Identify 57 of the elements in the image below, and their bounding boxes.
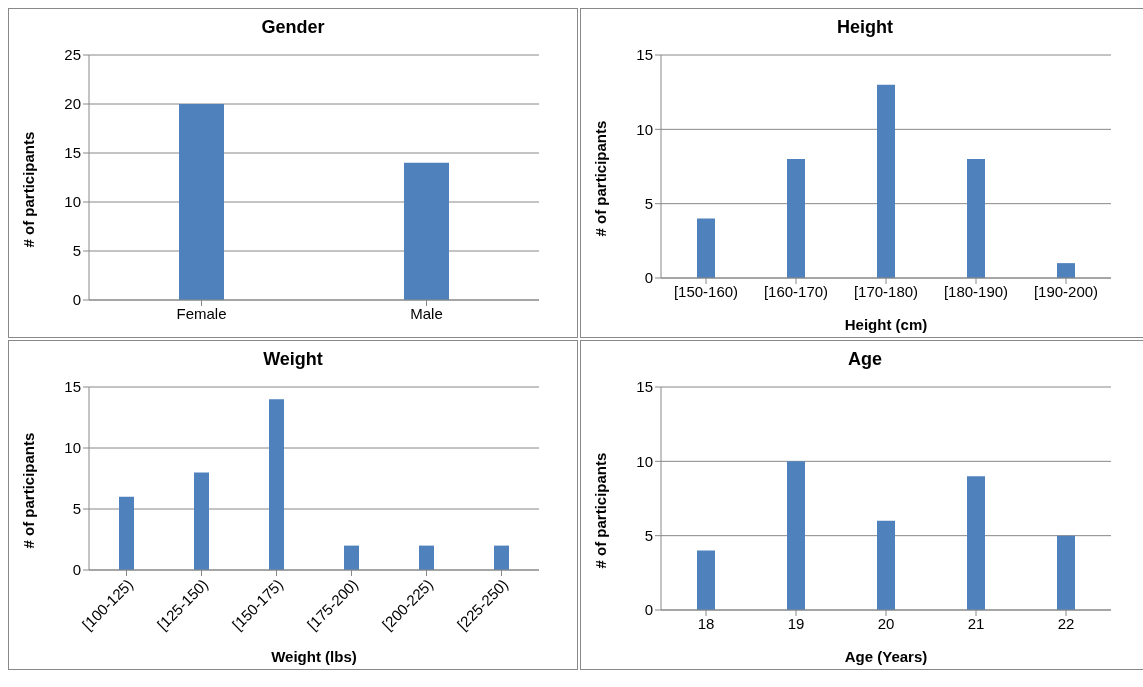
bar — [697, 550, 715, 610]
bar — [269, 399, 284, 570]
y-tick-label: 5 — [644, 194, 653, 212]
x-tick-label: [170-180) — [853, 282, 919, 300]
y-axis-title: # of participants — [592, 452, 610, 569]
y-tick-label: 5 — [72, 500, 81, 518]
y-tick-label: 0 — [644, 269, 653, 287]
y-tick-label: 10 — [64, 193, 81, 211]
x-tick-label: Female — [176, 304, 227, 322]
chart-title: Age — [847, 349, 883, 371]
y-axis-title: # of participants — [20, 131, 38, 248]
x-tick-label: 22 — [1057, 614, 1075, 632]
chart-title: Weight — [262, 349, 324, 371]
bar — [967, 159, 985, 278]
bar — [967, 476, 985, 610]
bar — [494, 545, 509, 570]
chart-title: Gender — [260, 17, 326, 39]
bar — [697, 218, 715, 278]
chart-title: Height — [836, 17, 894, 39]
bar — [877, 520, 895, 610]
y-tick-label: 5 — [72, 242, 81, 260]
x-axis-title: Age (Years) — [844, 648, 928, 665]
x-axis-title: Weight (lbs) — [271, 648, 357, 665]
x-tick-label: 20 — [877, 614, 895, 632]
y-tick-label: 15 — [636, 378, 653, 396]
bar — [344, 545, 359, 570]
x-tick-label: [160-170) — [763, 282, 829, 300]
y-tick-label: 25 — [64, 46, 81, 64]
x-tick-label: 19 — [787, 614, 805, 632]
y-tick-label: 10 — [636, 120, 653, 138]
y-tick-label: 20 — [64, 95, 81, 113]
bar — [1057, 263, 1075, 278]
y-tick-label: 0 — [72, 561, 81, 579]
y-tick-label: 15 — [64, 144, 81, 162]
y-tick-label: 10 — [636, 452, 653, 470]
y-tick-label: 0 — [644, 601, 653, 619]
y-axis-title: # of participants — [592, 120, 610, 237]
y-axis-title: # of participants — [20, 432, 38, 549]
bar — [787, 159, 805, 278]
x-tick-label: [180-190) — [943, 282, 1009, 300]
x-tick-label: Male — [410, 304, 443, 322]
x-tick-label: [190-200) — [1033, 282, 1099, 300]
y-tick-label: 10 — [64, 439, 81, 457]
y-tick-label: 0 — [72, 291, 81, 309]
y-tick-label: 15 — [64, 378, 81, 396]
x-axis-title: Height (cm) — [844, 316, 928, 333]
x-tick-label: [150-160) — [673, 282, 739, 300]
y-tick-label: 15 — [636, 46, 653, 64]
bar — [877, 84, 895, 278]
x-tick-label: 18 — [697, 614, 715, 632]
bar — [194, 472, 209, 570]
bar — [1057, 535, 1075, 610]
bar — [119, 496, 134, 570]
bar — [787, 461, 805, 610]
y-tick-label: 5 — [644, 526, 653, 544]
x-tick-label: 21 — [967, 614, 985, 632]
bar — [419, 545, 434, 570]
